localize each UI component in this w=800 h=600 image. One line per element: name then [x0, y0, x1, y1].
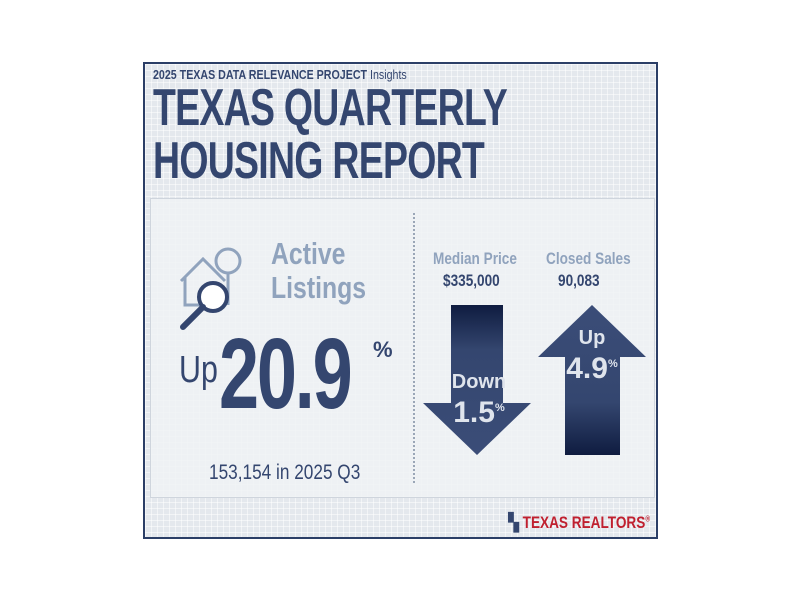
median-price-value: $335,000: [443, 271, 500, 290]
stats-card: Active Listings Up 20.9 % 153,154 in 2025…: [150, 198, 655, 498]
closed-sales-change: Up 4.9%: [566, 327, 618, 385]
active-listings-label: Active Listings: [271, 236, 367, 305]
active-listings-unit: %: [373, 337, 393, 362]
up-arrow-icon: [538, 305, 646, 455]
closed-sales-value: 90,083: [558, 271, 600, 290]
report-title-line2: HOUSING REPORT: [153, 132, 485, 190]
median-price-change: Down 1.5%: [451, 371, 507, 429]
house-search-icon: [179, 247, 242, 330]
closed-sales-label: Closed Sales: [546, 249, 631, 268]
report-title-line1: TEXAS QUARTERLY: [153, 79, 508, 137]
project-subtitle: 2025 TEXAS DATA RELEVANCE PROJECT Insigh…: [153, 67, 407, 82]
report-frame: 2025 TEXAS DATA RELEVANCE PROJECT Insigh…: [143, 62, 658, 539]
active-listings-value: 20.9: [219, 318, 353, 430]
active-listings-direction: Up: [179, 349, 218, 391]
active-listings-detail: 153,154 in 2025 Q3: [209, 461, 361, 484]
divider: [413, 213, 415, 483]
median-price-label: Median Price: [433, 249, 517, 268]
down-arrow-icon: [423, 305, 531, 455]
texas-realtors-logo: ▚ TEXAS REALTORS®: [508, 513, 650, 532]
